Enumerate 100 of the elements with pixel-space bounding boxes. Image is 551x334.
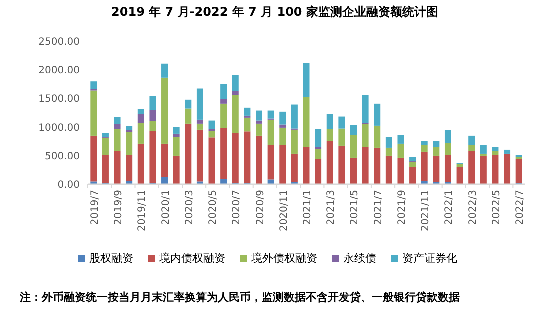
bar [162,64,168,78]
bar [150,131,156,184]
bar [138,123,144,144]
bar [208,120,216,130]
bar [196,120,204,124]
bar [256,136,263,184]
bar [220,84,228,100]
legend-label: 资产证券化 [402,252,458,265]
bar [138,114,144,124]
bar [162,78,168,144]
bar [185,124,192,184]
x-tick-label: 2019/11 [137,190,148,232]
bar [386,156,392,184]
bar [268,180,274,184]
x-tick-label: 2020/7 [232,190,243,226]
bar [256,110,263,121]
x-tick-label: 2022/7 [515,190,526,226]
bar [220,104,228,128]
bar [173,156,180,184]
bar [516,159,522,184]
bar [421,141,428,146]
bar [315,159,322,184]
bar [338,128,346,146]
bar [468,151,476,184]
bar [398,144,404,158]
bar [90,82,98,90]
bar [244,108,251,116]
y-tick-label: 0.00 [58,180,80,191]
bar [244,132,251,184]
bar [386,148,392,156]
x-tick-label: 2019/9 [114,190,125,226]
legend-label: 境外债权融资 [250,252,318,265]
x-tick-label: 2021/1 [302,190,314,226]
bar [102,155,109,184]
bar [468,145,476,152]
bar [244,118,251,132]
bar [138,109,144,114]
x-tick-label: 2020/1 [160,190,172,226]
bar [433,156,440,182]
bar [374,148,381,184]
bar [268,145,274,180]
bar [456,164,464,168]
bar [410,157,416,162]
bar [102,133,109,138]
bar [126,126,133,130]
text: 注：外币融资统一按当月月末汇率换算为人民币，监测数据不含开发贷、一般银行贷款数据 [19,291,460,304]
bar [326,129,334,142]
bar [410,167,416,184]
legend-label: 永续债 [344,252,376,265]
y-tick-label: 2500.00 [38,37,80,48]
x-tick-label: 2020/9 [255,190,266,226]
bar [480,156,487,184]
bar [350,125,357,136]
legend-label: 境内债权融资 [158,252,226,265]
bar [291,104,298,129]
bar [350,135,357,158]
bar [468,136,476,146]
bar [374,104,381,126]
x-tick-label: 2021/5 [350,190,361,226]
bar [303,63,310,98]
bar [220,179,228,184]
bar [162,144,168,178]
bar [114,117,121,124]
bar [444,143,452,156]
bar [102,138,109,156]
x-tick-label: 2020/5 [208,190,220,226]
bar [338,146,346,184]
bar [232,95,239,134]
bar [303,97,310,148]
bar [421,152,428,182]
x-tick-label: 2020/11 [278,190,290,232]
bar [173,134,180,138]
bar [196,130,204,182]
bar [232,133,239,184]
y-tick-label: 1500.00 [38,94,80,106]
x-tick-label: 2022/5 [491,190,502,226]
bar [196,88,204,120]
bar [398,135,404,144]
bar [280,124,286,128]
bar [256,124,263,136]
bar [114,124,121,130]
bar [362,124,369,148]
bar [492,155,499,184]
bar [196,124,204,130]
bar [291,154,298,182]
bar [256,120,263,124]
bar [150,121,156,132]
bar [268,120,274,146]
bar [315,149,322,160]
bar [433,147,440,156]
x-tick-label: 2021/9 [396,190,408,226]
bar [114,151,121,184]
bar [504,150,511,154]
bar [90,136,98,182]
bar [492,147,499,152]
bar [280,128,286,146]
chart-title: 2019 年 7 月-2022 年 7 月 100 家监测企业融资额统计图 [112,5,438,19]
bar [90,90,98,136]
bar [138,144,144,184]
x-tick-label: 2022/3 [468,190,479,226]
